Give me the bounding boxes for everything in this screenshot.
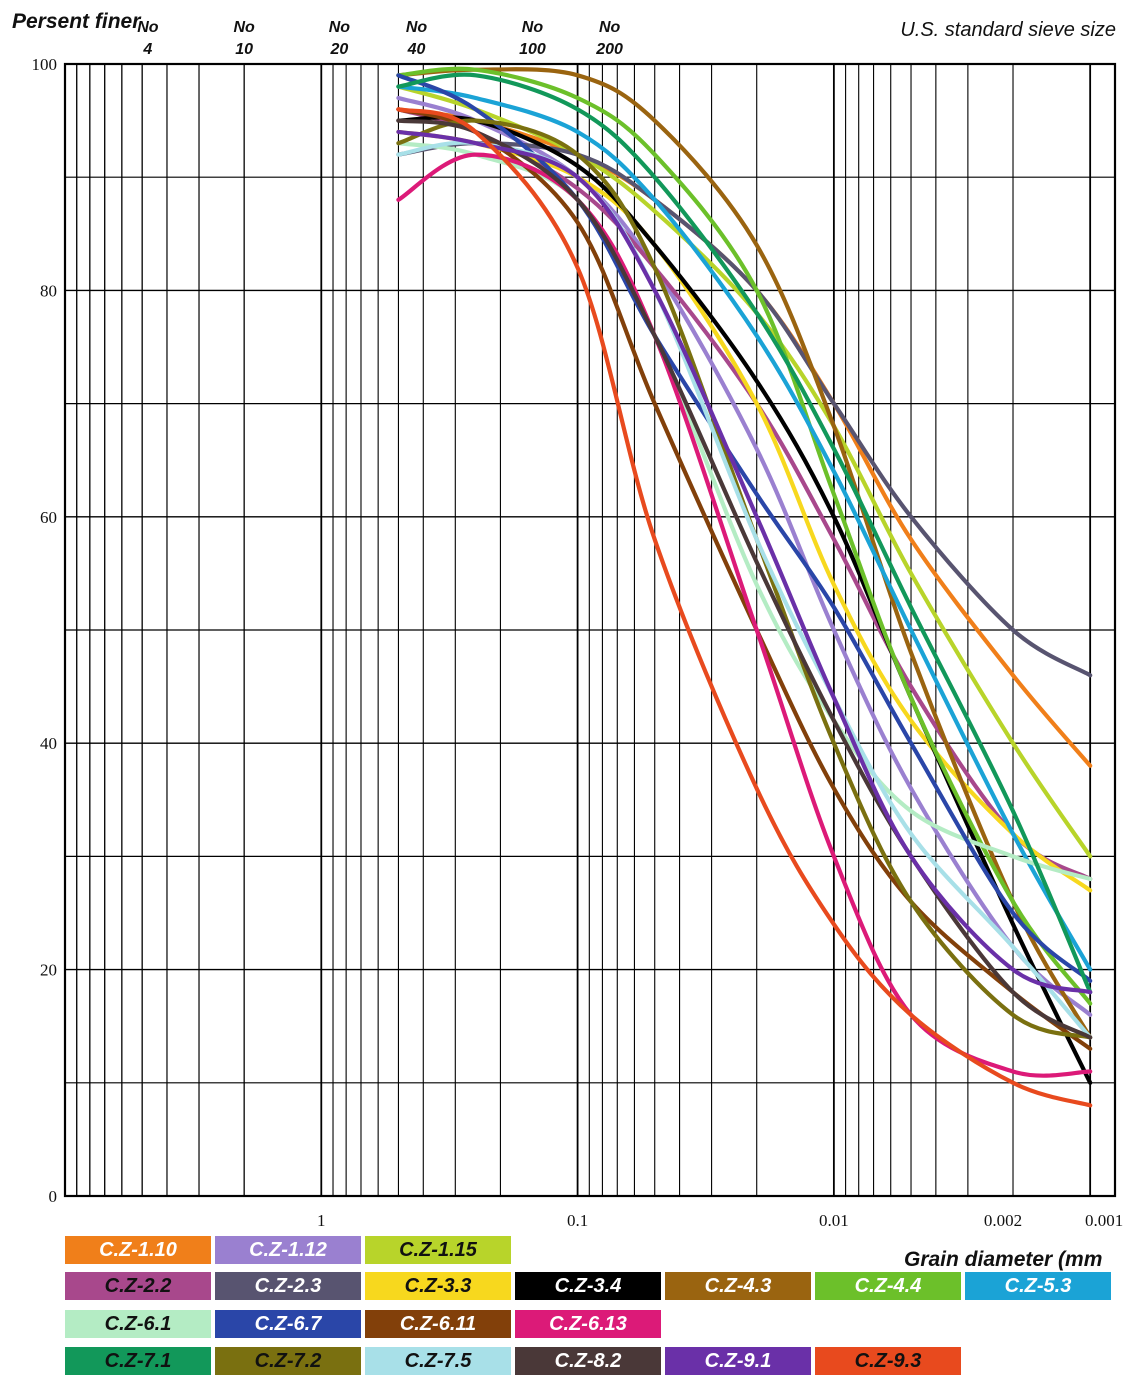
series-line-c-z-5-3 — [396, 84, 1093, 972]
sieve-axis-title: U.S. standard sieve size — [900, 19, 1116, 41]
legend-item-c-z-7-2: C.Z-7.2 — [215, 1347, 361, 1375]
series-line-c-z-7-2 — [396, 118, 1093, 1040]
legend-item-c-z-3-3: C.Z-3.3 — [365, 1272, 511, 1300]
legend-item-c-z-6-11: C.Z-6.11 — [365, 1310, 511, 1338]
y-tick-label: 0 — [49, 1187, 58, 1206]
sieve-label: No — [329, 19, 351, 36]
sieve-number: 10 — [235, 41, 253, 58]
y-tick-label: 80 — [40, 281, 57, 300]
legend-item-c-z-9-3: C.Z-9.3 — [815, 1347, 961, 1375]
y-tick-label: 60 — [40, 508, 57, 527]
x-axis-title: Grain diameter (mm — [904, 1248, 1102, 1271]
legend-item-c-z-3-4: C.Z-3.4 — [515, 1272, 661, 1300]
series-line-c-z-8-2 — [396, 118, 1093, 1040]
axis-labels: 0 20 40 60 80 100 1 0.1 0.01 0.002 0.001 No 4 No 10 No 2… — [12, 10, 1123, 1271]
legend-item-c-z-4-3: C.Z-4.3 — [665, 1272, 811, 1300]
x-tick-label: 0.001 — [1085, 1211, 1123, 1230]
sieve-label: No — [233, 19, 255, 36]
sieve-label: No — [522, 19, 544, 36]
series-line-c-z-2-3 — [396, 141, 1093, 678]
legend-item-c-z-9-1: C.Z-9.1 — [665, 1347, 811, 1375]
legend-item-c-z-7-1: C.Z-7.1 — [65, 1347, 211, 1375]
legend-item-c-z-1-10: C.Z-1.10 — [65, 1236, 211, 1264]
sieve-label: No — [137, 19, 159, 36]
legend-item-c-z-6-7: C.Z-6.7 — [215, 1310, 361, 1338]
legend-item-c-z-6-13: C.Z-6.13 — [515, 1310, 661, 1338]
legend-item-c-z-8-2: C.Z-8.2 — [515, 1347, 661, 1375]
series-line-c-z-6-7 — [396, 73, 1093, 983]
legend-item-c-z-2-2: C.Z-2.2 — [65, 1272, 211, 1300]
series-line-c-z-6-11 — [396, 107, 1093, 1051]
legend-item-c-z-7-5: C.Z-7.5 — [365, 1347, 511, 1375]
x-tick-label: 0.1 — [567, 1211, 588, 1230]
series-line-c-z-1-10 — [396, 107, 1093, 768]
sieve-label: No — [406, 19, 428, 36]
sieve-number: 40 — [407, 41, 426, 58]
plot-grid — [63, 62, 1117, 1198]
series-line-c-z-9-1 — [396, 129, 1093, 995]
y-tick-label: 40 — [40, 734, 57, 753]
legend-item-c-z-5-3: C.Z-5.3 — [965, 1272, 1111, 1300]
series-line-c-z-7-1 — [396, 72, 1093, 995]
y-axis-title: Persent finer — [12, 10, 142, 33]
legend-item-c-z-1-12: C.Z-1.12 — [215, 1236, 361, 1264]
legend-item-c-z-2-3: C.Z-2.3 — [215, 1272, 361, 1300]
series-line-c-z-9-3 — [396, 107, 1093, 1108]
y-tick-label: 20 — [40, 961, 57, 980]
x-tick-label: 0.01 — [819, 1211, 849, 1230]
sieve-number: 20 — [329, 41, 348, 58]
legend-item-c-z-6-1: C.Z-6.1 — [65, 1310, 211, 1338]
series-line-c-z-1-12 — [396, 95, 1093, 1017]
sieve-label: No — [599, 19, 621, 36]
sieve-number: 200 — [595, 41, 623, 58]
sieve-number: 100 — [519, 41, 546, 58]
plot-curves — [396, 66, 1093, 1108]
legend-item-c-z-1-15: C.Z-1.15 — [365, 1236, 511, 1264]
sieve-number: 4 — [142, 41, 152, 58]
x-tick-label: 1 — [317, 1211, 326, 1230]
legend-item-c-z-4-4: C.Z-4.4 — [815, 1272, 961, 1300]
x-tick-label: 0.002 — [984, 1211, 1022, 1230]
series-line-c-z-1-15 — [396, 84, 1093, 859]
y-tick-label: 100 — [32, 55, 58, 74]
